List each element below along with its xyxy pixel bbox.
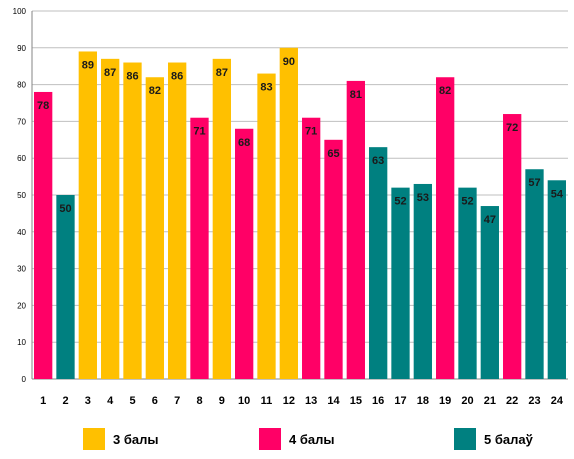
bar-15: [346, 80, 365, 380]
data-label-19: 82: [439, 85, 451, 97]
legend-label-5: 5 балаў: [484, 431, 533, 447]
y-tick-label-0: 0: [22, 375, 27, 384]
x-tick-label-18: 18: [417, 395, 429, 407]
x-tick-label-14: 14: [327, 395, 340, 407]
x-tick-label-11: 11: [261, 395, 273, 407]
data-label-10: 68: [238, 137, 250, 149]
data-label-11: 83: [260, 82, 272, 94]
data-label-5: 86: [126, 71, 138, 83]
data-label-21: 47: [484, 214, 496, 226]
legend-item-3: 3 балы: [83, 428, 158, 450]
x-tick-label-23: 23: [528, 395, 540, 407]
x-tick-label-21: 21: [484, 395, 496, 407]
bar-1: [34, 91, 53, 380]
bar-2: [56, 195, 75, 379]
x-tick-label-4: 4: [107, 395, 114, 407]
bar-13: [302, 117, 321, 379]
legend-swatch-4: [259, 428, 281, 450]
data-label-3: 89: [82, 59, 94, 71]
data-label-23: 57: [528, 177, 540, 189]
legend-label-4: 4 балы: [289, 431, 335, 447]
bar-22: [503, 114, 522, 379]
bar-8: [190, 117, 209, 379]
y-tick-label-20: 20: [17, 301, 26, 310]
x-tick-label-1: 1: [40, 395, 46, 407]
data-label-14: 65: [327, 148, 339, 160]
bar-3: [78, 51, 97, 379]
x-tick-label-19: 19: [439, 395, 451, 407]
legend-item-4: 4 балы: [259, 428, 334, 450]
data-label-12: 90: [283, 56, 295, 68]
x-tick-label-17: 17: [394, 395, 406, 407]
y-tick-label-70: 70: [17, 117, 26, 126]
x-tick-label-8: 8: [196, 395, 202, 407]
data-label-6: 82: [149, 85, 161, 97]
x-tick-label-22: 22: [506, 395, 518, 407]
x-tick-label-13: 13: [305, 395, 317, 407]
bar-24: [547, 180, 566, 379]
legend-swatch-5: [454, 428, 476, 450]
y-tick-label-40: 40: [17, 228, 26, 237]
x-tick-label-9: 9: [219, 395, 225, 407]
x-tick-label-24: 24: [551, 395, 564, 407]
bar-21: [480, 206, 499, 379]
bar-10: [235, 128, 254, 379]
data-label-24: 54: [551, 188, 564, 200]
legend: 3 балы 4 балы 5 балаў: [0, 428, 574, 456]
bar-23: [525, 169, 544, 379]
y-tick-label-80: 80: [17, 81, 26, 90]
bar-19: [436, 77, 455, 380]
data-label-15: 81: [350, 89, 362, 101]
data-label-8: 71: [193, 126, 205, 138]
y-tick-label-50: 50: [17, 191, 26, 200]
bar-18: [413, 183, 432, 379]
data-label-22: 72: [506, 122, 518, 134]
y-tick-label-30: 30: [17, 265, 26, 274]
x-tick-label-5: 5: [129, 395, 135, 407]
bar-7: [168, 62, 187, 380]
x-tick-label-3: 3: [85, 395, 91, 407]
bar-16: [369, 147, 388, 379]
bar-6: [145, 77, 164, 380]
y-tick-label-100: 100: [13, 7, 27, 16]
data-label-13: 71: [305, 126, 317, 138]
x-tick-label-15: 15: [350, 395, 362, 407]
bar-14: [324, 139, 343, 379]
data-label-20: 52: [461, 196, 473, 208]
x-tick-label-20: 20: [461, 395, 473, 407]
data-label-4: 87: [104, 67, 116, 79]
bar-4: [101, 58, 120, 380]
bar-20: [458, 187, 477, 379]
y-tick-label-90: 90: [17, 44, 26, 53]
legend-swatch-3: [83, 428, 105, 450]
legend-item-5: 5 балаў: [454, 428, 533, 450]
x-tick-label-7: 7: [174, 395, 180, 407]
data-label-17: 52: [394, 196, 406, 208]
data-label-9: 87: [216, 67, 228, 79]
bar-9: [212, 58, 231, 380]
x-tick-label-12: 12: [283, 395, 295, 407]
y-tick-label-10: 10: [17, 338, 26, 347]
bar-5: [123, 62, 142, 380]
data-label-1: 78: [37, 100, 49, 112]
y-tick-label-60: 60: [17, 154, 26, 163]
bar-17: [391, 187, 410, 379]
x-tick-label-2: 2: [62, 395, 68, 407]
data-label-18: 53: [417, 192, 429, 204]
x-tick-label-6: 6: [152, 395, 158, 407]
data-label-2: 50: [59, 203, 71, 215]
x-tick-label-10: 10: [238, 395, 250, 407]
legend-label-3: 3 балы: [113, 431, 159, 447]
data-label-16: 63: [372, 155, 384, 167]
data-label-7: 86: [171, 71, 183, 83]
bar-11: [257, 73, 276, 379]
bar-chart-svg: 0102030405060708090100781502893874865826…: [13, 7, 568, 407]
bar-12: [279, 47, 298, 380]
x-tick-label-16: 16: [372, 395, 384, 407]
